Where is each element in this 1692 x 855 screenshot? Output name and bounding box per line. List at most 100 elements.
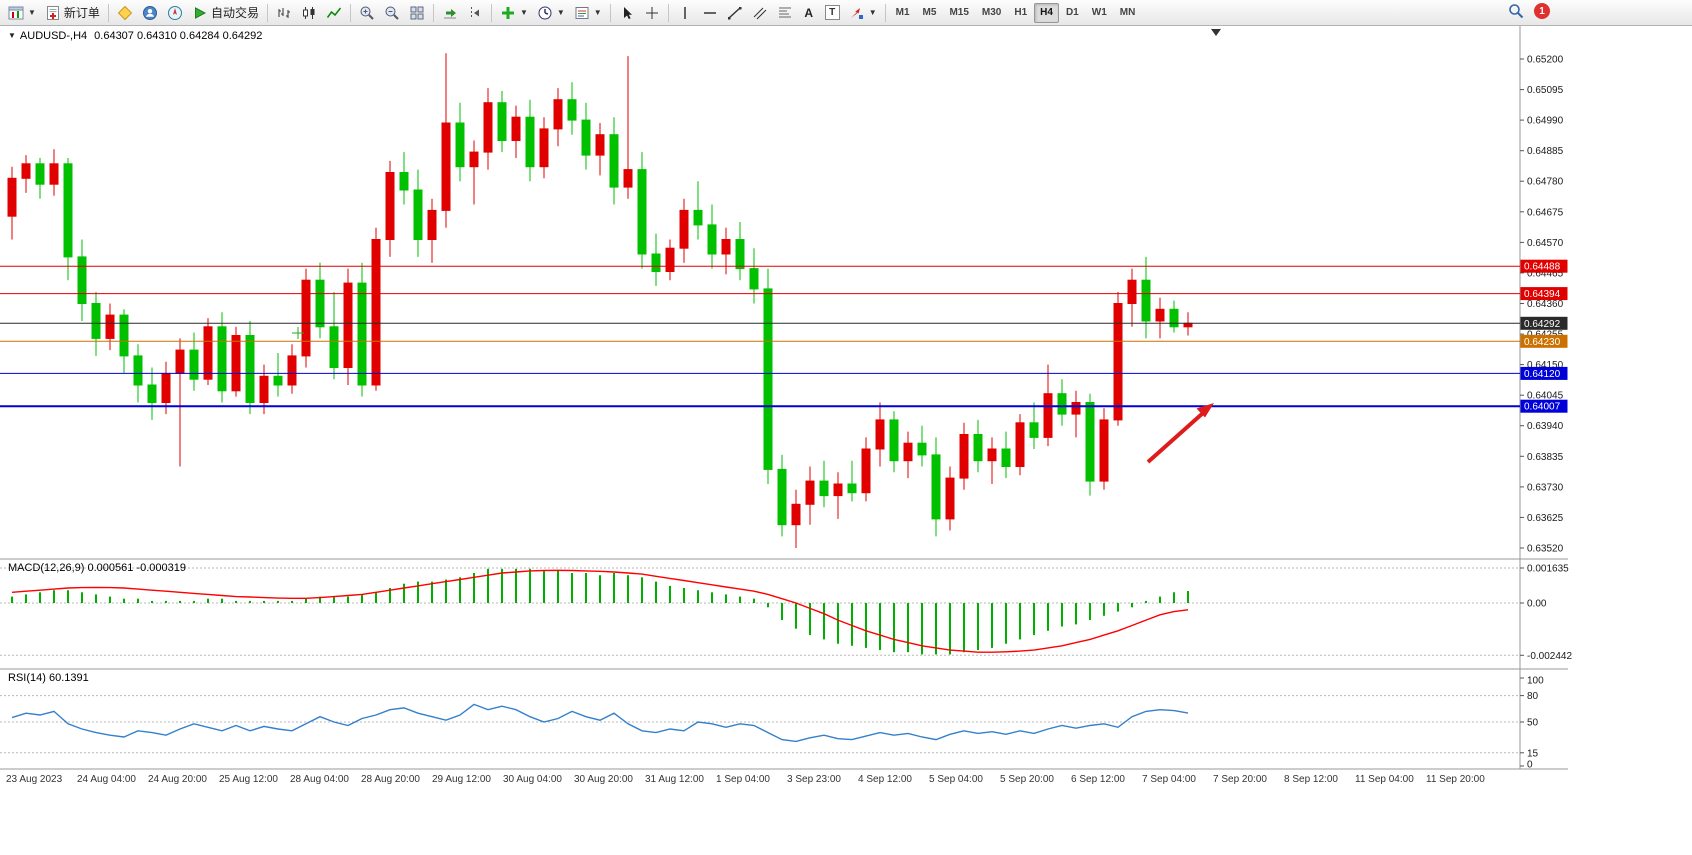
timeframe-h1[interactable]: H1 <box>1014 7 1028 18</box>
candle-body <box>1183 322 1193 328</box>
tile-windows-button[interactable] <box>405 3 429 23</box>
text-label-tool-button[interactable]: T <box>821 3 844 23</box>
chevron-down-icon: ▼ <box>593 7 602 17</box>
toolbar-separator <box>107 3 109 22</box>
rsi-name: RSI(14) <box>8 672 46 684</box>
fibonacci-icon <box>778 7 791 17</box>
horizontal-line-tool-button[interactable] <box>698 3 722 23</box>
template-button[interactable]: ▼ <box>570 3 606 23</box>
crosshair-tool-button[interactable] <box>640 3 664 23</box>
candle-body <box>217 326 227 392</box>
indicators-button[interactable]: ▼ <box>496 3 532 23</box>
chevron-down-icon: ▼ <box>868 7 877 17</box>
svg-text:1 Sep 04:00: 1 Sep 04:00 <box>716 774 770 785</box>
svg-text:0.64045: 0.64045 <box>1527 391 1564 402</box>
arrows-tool-button[interactable]: ▼ <box>845 3 881 23</box>
fibonacci-tool-button[interactable] <box>773 3 797 23</box>
text-tool-button[interactable]: A <box>798 3 820 23</box>
candle-body <box>357 282 367 386</box>
candle-body <box>343 282 353 369</box>
timeframe-m5[interactable]: M5 <box>922 7 937 18</box>
candle-body <box>1001 448 1011 467</box>
timeframe-w1[interactable]: W1 <box>1091 7 1107 18</box>
candle-body <box>581 119 591 156</box>
chart-dropdown-icon[interactable]: ▼ <box>8 31 16 40</box>
auto-scroll-button[interactable] <box>438 3 462 23</box>
new-chart-button[interactable]: ▼ <box>4 3 40 23</box>
navigator-button[interactable] <box>163 3 187 23</box>
candle-body <box>637 169 647 255</box>
candle-body <box>189 349 199 380</box>
line-chart-button[interactable] <box>322 3 346 23</box>
market-watch-button[interactable] <box>113 3 137 23</box>
candle-body <box>175 349 185 374</box>
channel-tool-button[interactable] <box>748 3 772 23</box>
toolbar-separator <box>884 3 886 22</box>
main-toolbar: ▼ 新订单 <box>0 0 1692 26</box>
time-axis-labels: 23 Aug 2023 24 Aug 04:00 24 Aug 20:00 25 Au… <box>6 774 1485 785</box>
candle-body <box>819 480 829 497</box>
candle-body <box>1141 279 1151 322</box>
cursor-tool-button[interactable] <box>615 3 639 23</box>
candle-body <box>945 477 955 520</box>
periods-button[interactable]: ▼ <box>533 3 569 23</box>
trend-arrow-head[interactable] <box>1196 403 1215 418</box>
vertical-line-tool-button[interactable] <box>673 3 697 23</box>
candlesticks <box>7 53 1193 548</box>
candle-body <box>441 122 451 211</box>
search-icon[interactable] <box>1508 3 1524 19</box>
svg-text:0.64360: 0.64360 <box>1527 299 1564 310</box>
candle-body <box>273 375 283 386</box>
autotrade-button[interactable]: 自动交易 <box>188 3 263 23</box>
zoom-out-button[interactable] <box>380 3 404 23</box>
candle-body <box>987 448 997 462</box>
candle-body <box>399 172 409 191</box>
toolbar-separator <box>349 3 351 22</box>
bar-chart-button[interactable] <box>272 3 296 23</box>
candle-body <box>959 434 969 479</box>
timeframe-m1[interactable]: M1 <box>895 7 910 18</box>
horizontal-line-icon <box>703 11 716 14</box>
chart-shift-button[interactable] <box>463 3 487 23</box>
text-tool-icon: A <box>804 5 814 20</box>
notification-badge[interactable]: 1 <box>1534 3 1550 19</box>
new-order-button[interactable]: 新订单 <box>41 3 104 23</box>
candle-body <box>133 355 143 386</box>
candle-body <box>749 268 759 290</box>
price-label-box: 0.64292 <box>1520 316 1568 330</box>
toolbar-separator <box>490 3 492 22</box>
timeframe-mn[interactable]: MN <box>1119 7 1136 18</box>
data-window-button[interactable] <box>138 3 162 23</box>
candle-body <box>651 253 661 272</box>
candle-body <box>875 419 885 450</box>
trend-arrow[interactable] <box>1146 411 1205 464</box>
svg-text:0.64230: 0.64230 <box>1524 337 1561 348</box>
zoom-in-button[interactable] <box>355 3 379 23</box>
trendline-tool-button[interactable] <box>723 3 747 23</box>
chart-shift-icon <box>470 6 479 19</box>
candlestick-chart-button[interactable] <box>297 3 321 23</box>
candle-body <box>805 480 815 505</box>
candle-body <box>77 256 87 304</box>
timeframe-d1[interactable]: D1 <box>1065 7 1079 18</box>
compass-icon <box>167 5 182 20</box>
line-chart-icon <box>326 7 342 18</box>
candle-body <box>609 134 619 188</box>
trendline-icon <box>727 6 742 19</box>
svg-text:0.63730: 0.63730 <box>1527 482 1564 493</box>
candle-body <box>595 134 605 156</box>
scroll-to-end-icon[interactable] <box>1211 29 1221 36</box>
timeframe-h4[interactable]: H4 <box>1034 2 1059 23</box>
bar-chart-icon <box>278 7 290 18</box>
timeframe-m15[interactable]: M15 <box>949 7 969 18</box>
macd-values: 0.000561 -0.000319 <box>87 562 186 574</box>
svg-text:28 Aug 04:00: 28 Aug 04:00 <box>290 774 349 785</box>
svg-text:7 Sep 04:00: 7 Sep 04:00 <box>1142 774 1196 785</box>
candle-body <box>735 239 745 270</box>
rsi-value: 60.1391 <box>48 672 89 684</box>
candle-body <box>721 239 731 255</box>
timeframe-m30[interactable]: M30 <box>981 7 1002 18</box>
toolbar-separator <box>609 3 611 22</box>
toolbar-separator <box>432 3 434 22</box>
